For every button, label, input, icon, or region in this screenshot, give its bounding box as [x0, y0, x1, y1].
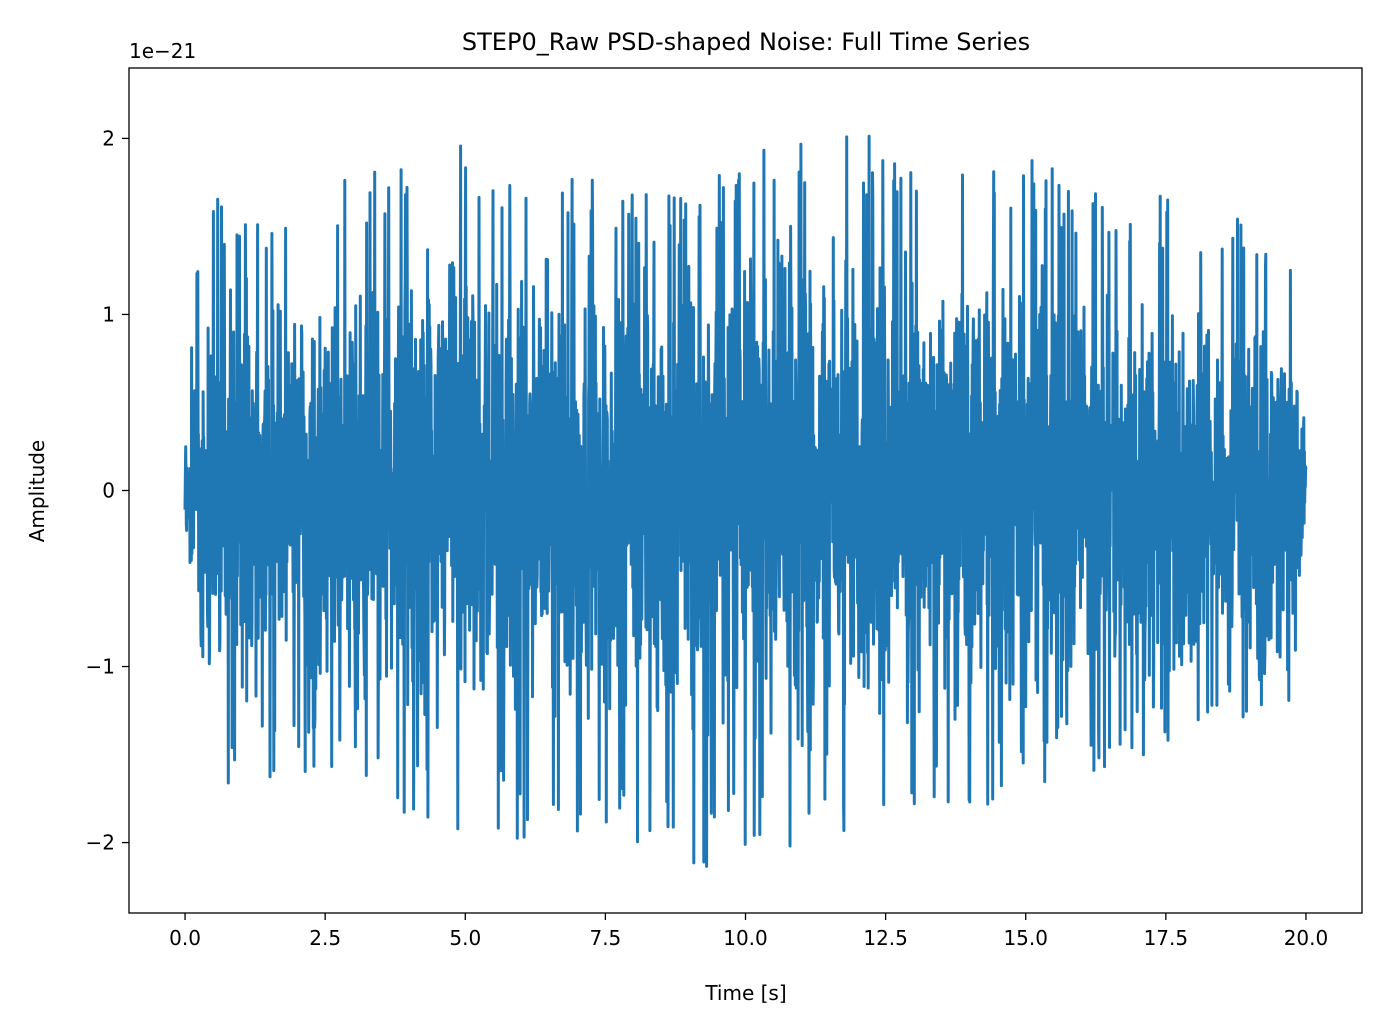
y-axis-offset-label: 1e−21	[129, 39, 196, 63]
y-axis-ticks: −2 −1 0 1 2	[86, 126, 129, 855]
x-tick-label: 10.0	[723, 926, 768, 950]
y-tick-label: 1	[102, 302, 115, 326]
x-tick-label: 12.5	[863, 926, 908, 950]
plot-area	[183, 134, 1308, 868]
x-tick-label: 20.0	[1284, 926, 1329, 950]
y-tick-label: −1	[86, 655, 115, 679]
x-axis-label: Time [s]	[704, 981, 786, 1005]
x-tick-label: 17.5	[1144, 926, 1189, 950]
y-tick-label: 2	[102, 126, 115, 150]
x-tick-label: 2.5	[309, 926, 341, 950]
chart-title: STEP0_Raw PSD-shaped Noise: Full Time Se…	[462, 28, 1030, 56]
y-tick-label: 0	[102, 479, 115, 503]
x-tick-label: 7.5	[589, 926, 621, 950]
x-tick-label: 5.0	[449, 926, 481, 950]
x-tick-label: 0.0	[169, 926, 201, 950]
x-tick-label: 15.0	[1003, 926, 1048, 950]
y-tick-label: −2	[86, 831, 115, 855]
y-axis-label: Amplitude	[25, 440, 49, 543]
x-axis-ticks: 0.0 2.5 5.0 7.5 10.0 12.5 15.0 17.5 20.0	[169, 913, 1328, 950]
noise-series-line	[183, 134, 1308, 868]
